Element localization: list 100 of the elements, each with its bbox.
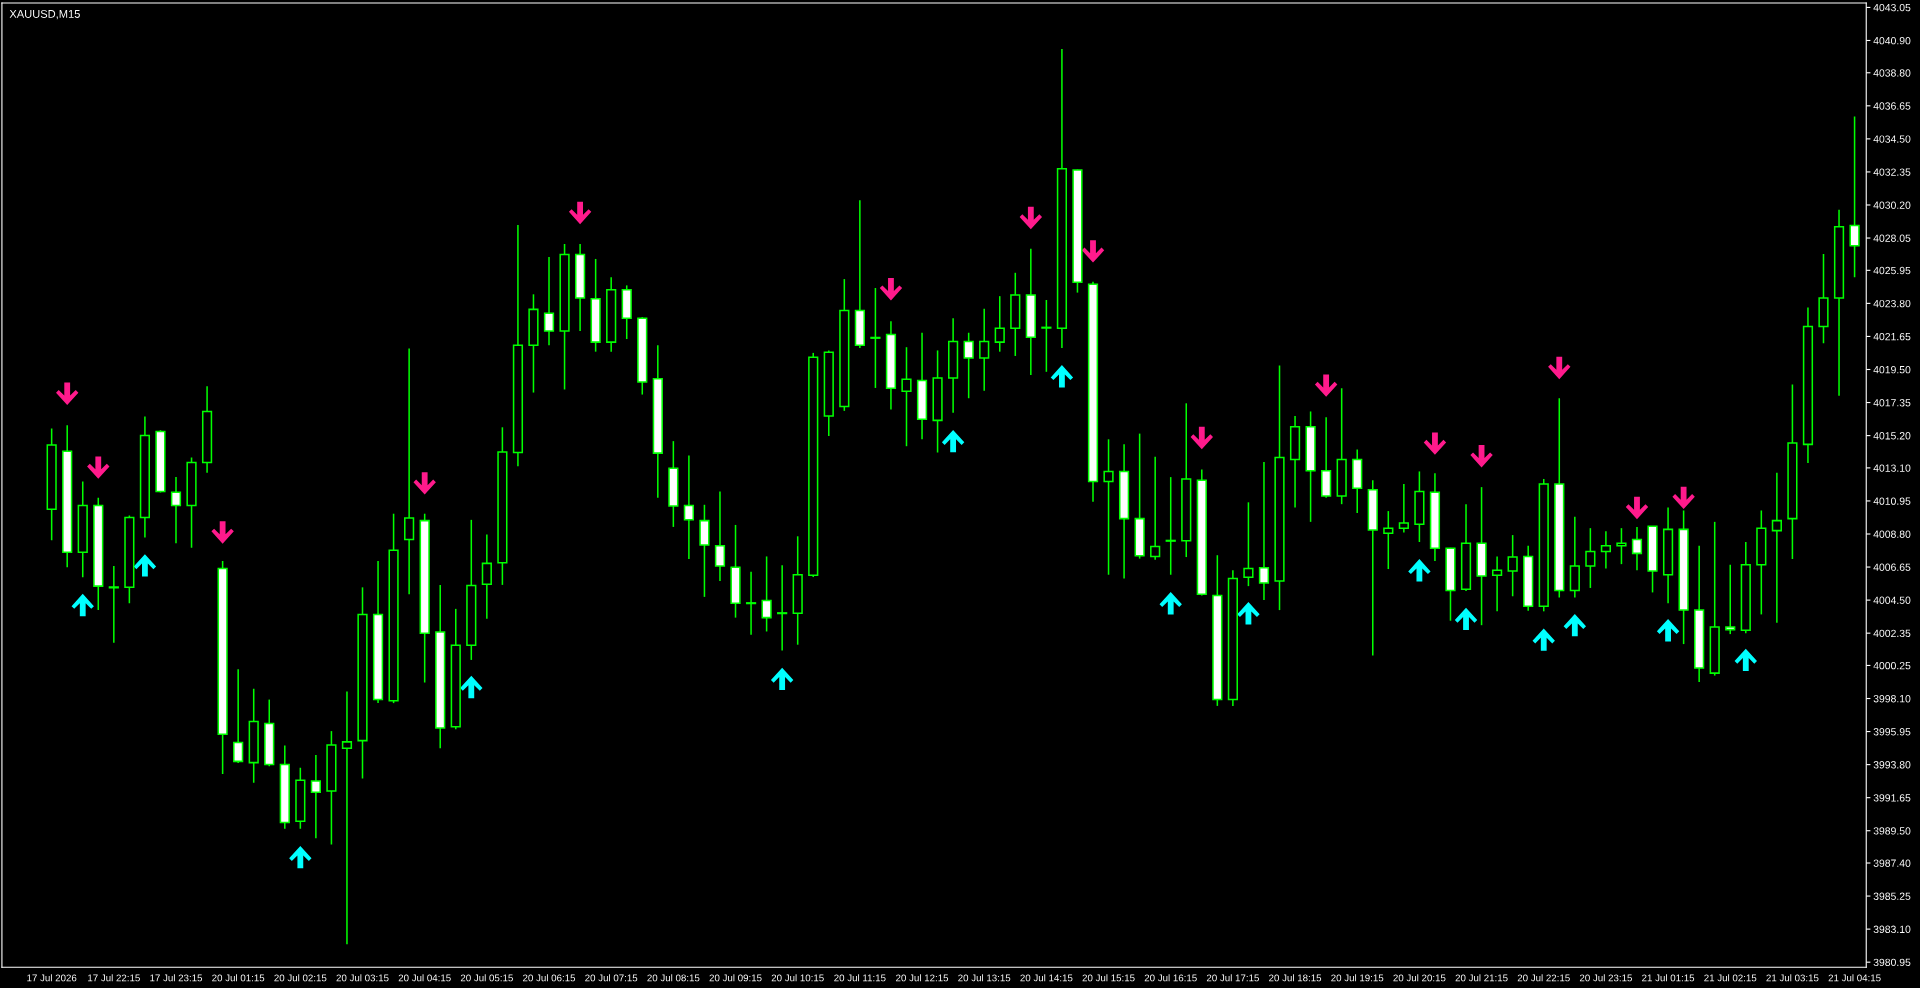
candlestick bbox=[963, 331, 974, 400]
x-tick-label: 21 Jul 02:15 bbox=[1704, 974, 1757, 982]
x-tick-label: 17 Jul 22:15 bbox=[88, 974, 140, 982]
point bbox=[1408, 559, 1431, 582]
candlestick bbox=[994, 295, 1005, 353]
x-tick-label: 20 Jul 12:15 bbox=[896, 974, 949, 982]
point bbox=[770, 667, 794, 691]
point bbox=[1190, 426, 1213, 450]
candlestick bbox=[1165, 476, 1176, 576]
y-tick-label: 4032.35 bbox=[1873, 168, 1911, 176]
x-tick-label: 20 Jul 05:15 bbox=[460, 974, 513, 982]
text: XAUUSD,M15 bbox=[9, 10, 80, 20]
point bbox=[879, 278, 903, 301]
x-tick-label: 20 Jul 23:15 bbox=[1579, 974, 1632, 982]
x-tick-label: 20 Jul 15:15 bbox=[1082, 974, 1135, 982]
candlestick bbox=[777, 564, 788, 652]
candlestick bbox=[1771, 471, 1782, 624]
x-tick-label: 20 Jul 06:15 bbox=[523, 974, 576, 982]
y-tick-label: 3983.10 bbox=[1873, 925, 1911, 933]
point bbox=[1454, 607, 1478, 631]
candlestick bbox=[1398, 483, 1409, 534]
y-tick-label: 4019.50 bbox=[1873, 365, 1911, 374]
candlestick bbox=[1041, 299, 1052, 373]
y-tick-label: 3989.50 bbox=[1873, 827, 1911, 835]
candlestick bbox=[341, 690, 353, 945]
x-tick-label: 20 Jul 14:15 bbox=[1020, 974, 1073, 982]
y-tick-label: 3998.10 bbox=[1873, 695, 1911, 703]
y-tick-label: 4002.35 bbox=[1873, 629, 1911, 638]
y-tick-label: 4043.05 bbox=[1873, 3, 1911, 12]
point bbox=[1548, 356, 1571, 380]
point bbox=[1734, 648, 1757, 672]
x-tick-label: 21 Jul 03:15 bbox=[1766, 974, 1819, 982]
x-tick-label: 20 Jul 18:15 bbox=[1269, 974, 1322, 982]
point bbox=[1470, 445, 1493, 468]
y-tick-label: 3991.65 bbox=[1873, 794, 1911, 802]
point bbox=[1563, 613, 1587, 637]
point bbox=[1656, 619, 1680, 642]
point bbox=[211, 521, 234, 544]
x-tick-label: 20 Jul 21:15 bbox=[1455, 974, 1508, 982]
y-tick-label: 4023.80 bbox=[1873, 299, 1911, 308]
candlestick bbox=[1585, 527, 1596, 589]
x-tick-label: 20 Jul 02:15 bbox=[274, 974, 327, 982]
x-tick-label: 17 Jul 23:15 bbox=[150, 974, 203, 982]
x-tick-label: 20 Jul 13:15 bbox=[958, 974, 1011, 982]
x-tick-label: 20 Jul 01:15 bbox=[212, 974, 265, 982]
candlestick bbox=[481, 533, 492, 620]
candlestick bbox=[1507, 534, 1518, 598]
point bbox=[413, 472, 436, 495]
x-tick-label: 17 Jul 2026 bbox=[27, 974, 77, 982]
point bbox=[1625, 496, 1649, 520]
y-tick-label: 4010.95 bbox=[1873, 497, 1911, 505]
x-tick-label: 20 Jul 22:15 bbox=[1517, 974, 1570, 982]
candlestick bbox=[404, 347, 415, 596]
y-tick-label: 4013.10 bbox=[1873, 464, 1911, 472]
candlestick bbox=[1616, 527, 1627, 565]
y-tick-label: 4036.65 bbox=[1873, 102, 1911, 110]
candlestick bbox=[714, 490, 726, 582]
point bbox=[56, 382, 79, 405]
x-tick-label: 20 Jul 17:15 bbox=[1206, 974, 1259, 982]
point bbox=[1081, 240, 1105, 263]
y-tick-label: 4000.25 bbox=[1873, 661, 1911, 670]
point bbox=[1050, 365, 1074, 388]
x-tick-label: 20 Jul 07:15 bbox=[585, 974, 638, 982]
y-tick-label: 4006.65 bbox=[1873, 563, 1911, 571]
candlestick bbox=[170, 476, 182, 544]
candlestick bbox=[1849, 115, 1860, 279]
x-tick-label: 21 Jul 04:15 bbox=[1828, 974, 1881, 982]
x-tick-label: 20 Jul 10:15 bbox=[771, 974, 824, 982]
candlestick bbox=[543, 256, 555, 347]
candlestick bbox=[108, 565, 119, 644]
point bbox=[1423, 432, 1447, 455]
y-tick-label: 3980.95 bbox=[1873, 958, 1911, 967]
x-tick-label: 20 Jul 20:15 bbox=[1393, 974, 1446, 982]
y-tick-label: 4040.90 bbox=[1873, 36, 1911, 45]
candlestick bbox=[745, 570, 757, 636]
y-tick-label: 4004.50 bbox=[1873, 596, 1911, 604]
y-tick-label: 4017.35 bbox=[1873, 399, 1911, 407]
y-tick-label: 3993.80 bbox=[1873, 761, 1911, 769]
y-tick-label: 4034.50 bbox=[1873, 135, 1911, 143]
point bbox=[460, 675, 483, 699]
candlestick bbox=[1103, 438, 1114, 576]
candlestick bbox=[1491, 555, 1503, 613]
point bbox=[289, 845, 312, 869]
x-tick-label: 21 Jul 01:15 bbox=[1642, 974, 1695, 982]
y-tick-label: 4028.05 bbox=[1873, 234, 1911, 242]
point bbox=[1672, 486, 1695, 510]
y-tick-label: 4038.80 bbox=[1873, 69, 1911, 77]
point bbox=[71, 593, 94, 617]
candlestick bbox=[1383, 510, 1394, 570]
candlestick bbox=[1150, 456, 1161, 561]
y-tick-label: 3995.95 bbox=[1873, 728, 1911, 736]
candlestick bbox=[1631, 526, 1643, 572]
candlestick bbox=[761, 555, 772, 633]
x-tick-label: 20 Jul 11:15 bbox=[834, 974, 886, 982]
candlestick bbox=[1725, 563, 1736, 635]
y-tick-label: 4025.95 bbox=[1873, 266, 1911, 275]
candlestick bbox=[979, 307, 990, 392]
x-tick-label: 20 Jul 08:15 bbox=[647, 974, 700, 982]
y-tick-label: 4008.80 bbox=[1873, 530, 1911, 538]
point bbox=[1314, 374, 1338, 397]
